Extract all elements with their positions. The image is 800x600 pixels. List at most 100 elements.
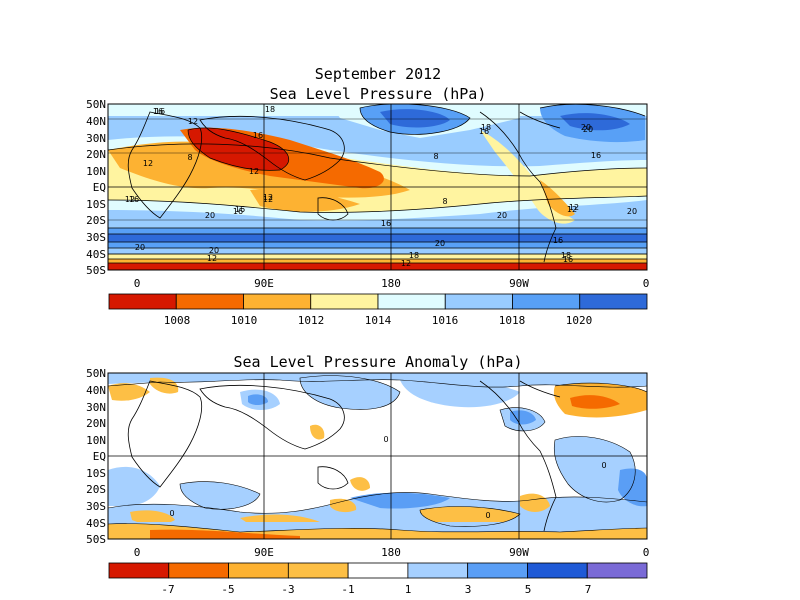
contour-label: 16 (553, 236, 563, 245)
contour-label: 12 (188, 117, 198, 126)
contour-label: 20 (135, 243, 145, 252)
lat-tick-label: 50S (86, 264, 106, 277)
contour-label: 16 (235, 205, 245, 214)
colorbar-tick-label: 1014 (365, 314, 392, 327)
contour-label: 0 (485, 511, 490, 520)
colorbar-swatch (228, 562, 289, 579)
colorbar-swatch (527, 562, 588, 579)
contour-label: 16 (153, 107, 163, 116)
contour-label: 12 (143, 159, 153, 168)
colorbar-tick-label: -7 (161, 583, 174, 596)
lat-tick-label: 10S (86, 467, 106, 480)
colorbar-swatch (287, 562, 349, 579)
lon-tick-label: 90W (509, 277, 529, 290)
colorbar-tick-label: 1008 (164, 314, 191, 327)
lat-tick-label: EQ (93, 450, 106, 463)
bottom-lon-axis: 0 90E 180 90W 0 (134, 546, 650, 559)
contour-label: 16 (479, 127, 489, 136)
colorbar-tick-label: 7 (585, 583, 592, 596)
contour-label: 8 (187, 153, 192, 162)
slp-colorbar: 1008 1010 1012 1014 1016 1018 1020 (108, 293, 648, 327)
contour-label: 16 (381, 219, 391, 228)
lon-tick-label: 180 (381, 277, 401, 290)
lon-tick-label: 0 (643, 546, 650, 559)
contour-label: 12 (207, 254, 217, 263)
contour-label: 12 (567, 205, 577, 214)
lat-tick-label: 40N (86, 115, 106, 128)
contour-label: 20 (581, 123, 591, 132)
colorbar-swatch (377, 293, 446, 310)
figure-title: September 2012 (315, 65, 441, 83)
contour-label: 0 (601, 461, 606, 470)
lon-tick-label: 90E (254, 546, 274, 559)
contour-label: 12 (401, 259, 411, 268)
contour-label: 18 (561, 251, 571, 260)
colorbar-tick-label: 1 (405, 583, 412, 596)
colorbar-swatch (108, 562, 170, 579)
lat-tick-label: 20N (86, 148, 106, 161)
lon-tick-label: 0 (134, 546, 141, 559)
colorbar-swatch (310, 293, 379, 310)
lon-tick-label: 180 (381, 546, 401, 559)
lat-tick-label: 20S (86, 214, 106, 227)
colorbar-swatch (579, 293, 648, 310)
colorbar-tick-label: 3 (465, 583, 472, 596)
lat-tick-label: EQ (93, 181, 106, 194)
lat-tick-label: 50N (86, 367, 106, 380)
colorbar-swatch (512, 293, 581, 310)
colorbar-swatch (467, 562, 528, 579)
contour-label: 18 (481, 123, 491, 132)
contour-label: 20 (627, 207, 637, 216)
contour-label: 16 (591, 151, 601, 160)
colorbar-tick-label: -1 (341, 583, 354, 596)
lat-tick-label: 30S (86, 231, 106, 244)
slp-anomaly-map: 0 0 0 0 (107, 372, 648, 540)
bottom-lat-axis: 50N 40N 30N 20N 10N EQ 10S 20S 30S 40S 5… (86, 367, 106, 546)
lat-tick-label: 40S (86, 248, 106, 261)
lat-tick-label: 20S (86, 483, 106, 496)
lat-tick-label: 30S (86, 500, 106, 513)
colorbar-tick-label: 1010 (231, 314, 258, 327)
contour-label: 20 (205, 211, 215, 220)
contour-label: 12 (569, 203, 579, 212)
anomaly-colorbar: -7 -5 -3 -1 1 3 5 7 (108, 562, 648, 596)
colorbar-swatch (444, 293, 513, 310)
lat-tick-label: 10S (86, 198, 106, 211)
colorbar-tick-label: 1012 (298, 314, 325, 327)
contour-label: 8 (442, 197, 447, 206)
lat-tick-label: 10N (86, 165, 106, 178)
contour-label: 16 (563, 255, 573, 264)
colorbar-swatch (243, 293, 312, 310)
lat-tick-label: 30N (86, 401, 106, 414)
contour-label: 12 (263, 195, 273, 204)
colorbar-swatch (108, 293, 177, 310)
top-map-title: Sea Level Pressure (hPa) (270, 85, 487, 103)
contour-label: 16 (129, 195, 139, 204)
colorbar-swatch (168, 562, 229, 579)
lon-tick-label: 0 (134, 277, 141, 290)
colorbar-tick-label: 1018 (499, 314, 526, 327)
contour-label: 0 (169, 509, 174, 518)
contour-label: 0 (383, 435, 388, 444)
contour-label: 16 (253, 131, 263, 140)
contour-label: 20 (435, 239, 445, 248)
contour-label: 12 (125, 195, 135, 204)
slp-map: 16 12 16 18 12 8 12 16 8 8 12 16 16 12 2… (107, 103, 648, 271)
lat-tick-label: 30N (86, 132, 106, 145)
contour-label: 12 (263, 193, 273, 202)
contour-label: 8 (433, 152, 438, 161)
lon-tick-label: 90E (254, 277, 274, 290)
contour-label: 20 (209, 246, 219, 255)
lat-tick-label: 40S (86, 517, 106, 530)
contour-label: 18 (265, 105, 275, 114)
colorbar-swatch (347, 562, 409, 579)
contour-label: 16 (155, 107, 165, 116)
contour-label: 20 (497, 211, 507, 220)
contour-label: 12 (249, 167, 259, 176)
top-lat-axis: 50N 40N 30N 20N 10N EQ 10S 20S 30S 40S 5… (86, 98, 106, 277)
contour-label: 18 (409, 251, 419, 260)
contour-label: 20 (583, 125, 593, 134)
colorbar-swatch (175, 293, 244, 310)
colorbar-swatch (407, 562, 469, 579)
